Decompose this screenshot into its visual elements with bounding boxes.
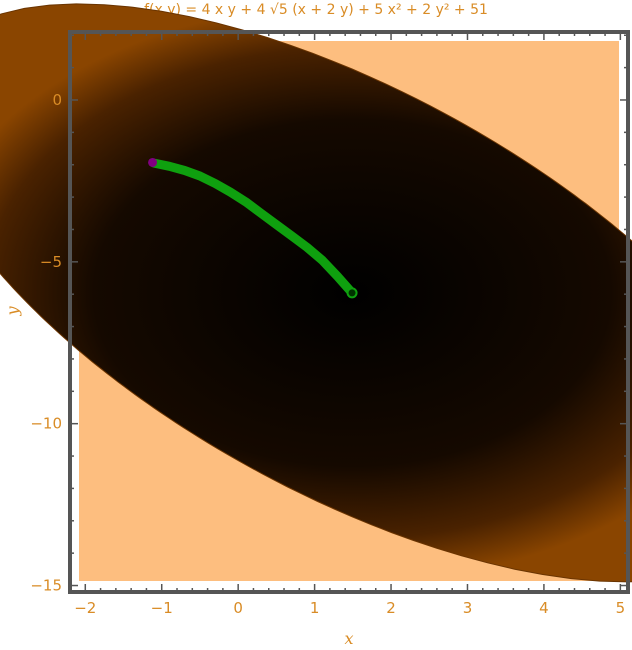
chart-title: f(x,y) = 4 x y + 4 √5 (x + 2 y) + 5 x² +… (144, 2, 488, 18)
x-tick-label: 2 (386, 599, 396, 617)
y-tick-label: 0 (52, 91, 62, 109)
x-tick-label: −2 (74, 599, 96, 617)
x-tick-label: 5 (616, 599, 626, 617)
end-point (346, 287, 358, 299)
x-tick-label: 0 (233, 599, 243, 617)
y-axis-label: y (3, 306, 22, 317)
plot-frame (68, 30, 630, 594)
x-tick-label: −1 (151, 599, 173, 617)
x-tick-label: 1 (310, 599, 320, 617)
contour-region (0, 3, 632, 583)
x-tick-label: 4 (539, 599, 549, 617)
descent-path (149, 158, 357, 298)
y-tick-label: −5 (40, 253, 62, 271)
y-tick-label: −10 (30, 415, 62, 433)
x-axis-label: x (344, 629, 353, 648)
start-point (148, 157, 158, 167)
y-tick-label: −15 (30, 577, 62, 595)
x-tick-label: 3 (463, 599, 473, 617)
